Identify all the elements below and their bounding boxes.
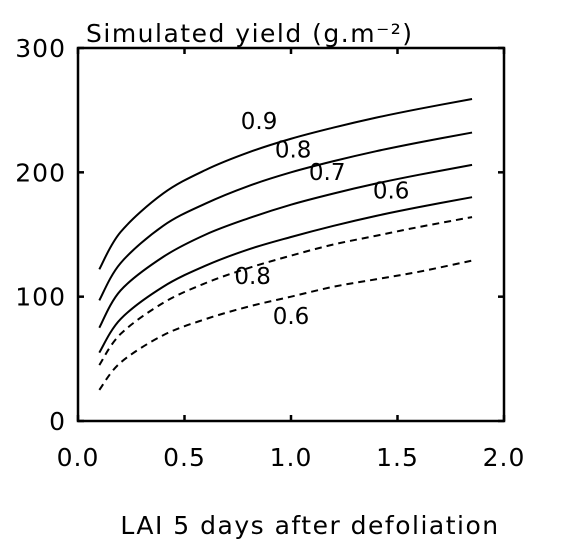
x-tick-label: 0.5 <box>163 443 206 472</box>
series-label: 0.6 <box>373 178 410 204</box>
series-label: 0.6 <box>273 304 310 330</box>
y-tick-label: 100 <box>15 283 66 312</box>
x-axis: 0.0 0.5 1.0 1.5 2.0 <box>57 48 526 472</box>
solid-series-line <box>98 196 473 354</box>
x-tick-label: 1.0 <box>270 443 313 472</box>
y-tick-label: 200 <box>15 158 66 187</box>
x-tick-label: 0.0 <box>57 443 100 472</box>
x-tick-label: 1.5 <box>376 443 419 472</box>
series-label: 0.8 <box>275 137 312 163</box>
y-tick-label: 0 <box>49 407 66 436</box>
series-label: 0.7 <box>309 160 346 186</box>
dashed-series-line <box>98 259 473 391</box>
chart-title: Simulated yield (g.m⁻²) <box>86 19 414 48</box>
y-axis: 0 100 200 300 <box>15 34 504 436</box>
solid-series-line <box>98 131 473 301</box>
solid-series-line <box>98 163 473 329</box>
x-tick-label: 2.0 <box>483 443 526 472</box>
curve-labels: 0.90.80.70.60.80.6 <box>234 109 409 330</box>
series-group <box>98 97 473 391</box>
y-tick-label: 300 <box>15 34 66 63</box>
solid-series-line <box>98 97 473 270</box>
series-label: 0.9 <box>241 109 278 135</box>
x-axis-title: LAI 5 days after defoliation <box>120 511 499 540</box>
dashed-series-line <box>98 216 473 366</box>
series-label: 0.8 <box>234 264 271 290</box>
